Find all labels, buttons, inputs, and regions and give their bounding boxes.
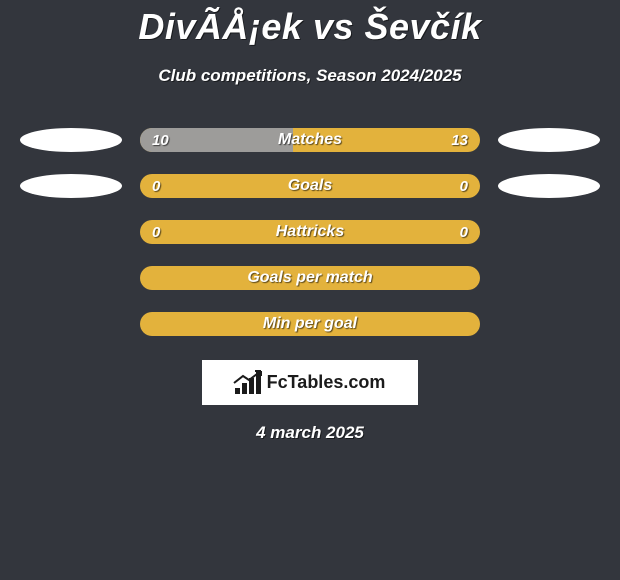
comparison-rows: 10Matches130Goals00Hattricks0Goals per m… bbox=[0, 128, 620, 336]
footer-date: 4 march 2025 bbox=[0, 423, 620, 443]
player-right-marker bbox=[498, 128, 600, 152]
stat-bar: 10Matches13 bbox=[140, 128, 480, 152]
stat-label: Goals per match bbox=[140, 269, 480, 287]
stat-bar: 0Goals0 bbox=[140, 174, 480, 198]
stat-bar: Goals per match bbox=[140, 266, 480, 290]
stat-right-value: 0 bbox=[460, 178, 468, 195]
stat-bar: 0Hattricks0 bbox=[140, 220, 480, 244]
comparison-row: 0Hattricks0 bbox=[0, 220, 620, 244]
stat-label: Goals bbox=[140, 177, 480, 195]
player-left-marker bbox=[20, 174, 122, 198]
page-title: DivÃÅ¡ek vs Ševčík bbox=[0, 6, 620, 48]
player-right-marker bbox=[498, 174, 600, 198]
stat-label: Hattricks bbox=[140, 223, 480, 241]
comparison-row: 10Matches13 bbox=[0, 128, 620, 152]
stat-right-value: 13 bbox=[451, 132, 468, 149]
comparison-row: Min per goal bbox=[0, 312, 620, 336]
stat-right-value: 0 bbox=[460, 224, 468, 241]
fctables-logo: FcTables.com bbox=[202, 360, 418, 405]
stat-label: Min per goal bbox=[140, 315, 480, 333]
comparison-row: 0Goals0 bbox=[0, 174, 620, 198]
logo-text: FcTables.com bbox=[267, 372, 386, 393]
comparison-row: Goals per match bbox=[0, 266, 620, 290]
page-subtitle: Club competitions, Season 2024/2025 bbox=[0, 66, 620, 86]
stat-bar: Min per goal bbox=[140, 312, 480, 336]
barchart-icon bbox=[235, 372, 261, 394]
player-left-marker bbox=[20, 128, 122, 152]
stat-label: Matches bbox=[140, 131, 480, 149]
